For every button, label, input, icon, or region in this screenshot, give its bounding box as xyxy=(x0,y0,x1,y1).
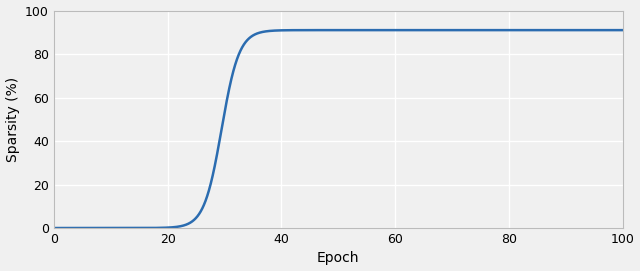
Y-axis label: Sparsity (%): Sparsity (%) xyxy=(6,77,20,162)
X-axis label: Epoch: Epoch xyxy=(317,251,360,265)
